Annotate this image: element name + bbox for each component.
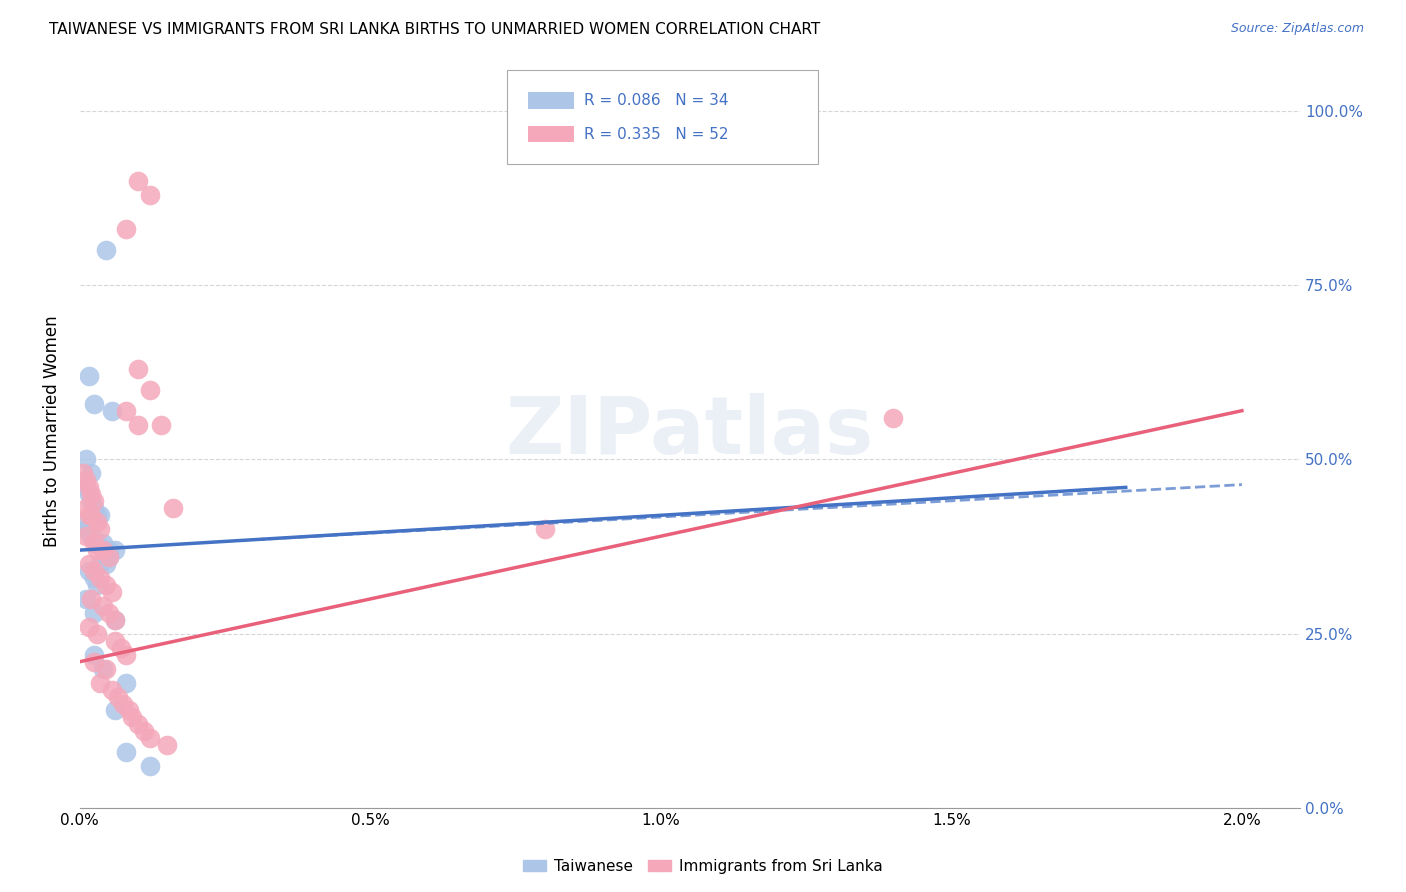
Point <box>91 662 114 676</box>
Point <box>75 529 97 543</box>
Point <box>882 410 904 425</box>
Point <box>104 613 127 627</box>
Point <box>127 717 149 731</box>
Point <box>83 536 105 550</box>
Point <box>89 557 111 571</box>
Point <box>94 557 117 571</box>
Point <box>80 591 103 606</box>
Point <box>107 690 129 704</box>
Text: ZIPatlas: ZIPatlas <box>506 392 875 471</box>
Point <box>86 508 108 523</box>
Point <box>86 543 108 558</box>
Point <box>110 640 132 655</box>
Point <box>75 591 97 606</box>
Point <box>83 564 105 578</box>
Point <box>104 703 127 717</box>
Point <box>89 508 111 523</box>
Point <box>80 494 103 508</box>
Point <box>77 368 100 383</box>
Point <box>156 739 179 753</box>
Point <box>77 508 100 523</box>
Point <box>97 606 120 620</box>
Text: Source: ZipAtlas.com: Source: ZipAtlas.com <box>1230 22 1364 36</box>
Text: TAIWANESE VS IMMIGRANTS FROM SRI LANKA BIRTHS TO UNMARRIED WOMEN CORRELATION CHA: TAIWANESE VS IMMIGRANTS FROM SRI LANKA B… <box>49 22 821 37</box>
Point <box>72 467 94 481</box>
Point <box>83 501 105 516</box>
Point <box>94 578 117 592</box>
Point <box>101 403 124 417</box>
Point <box>115 403 138 417</box>
Point <box>138 187 160 202</box>
Point <box>118 703 141 717</box>
Point <box>97 550 120 565</box>
Point <box>86 627 108 641</box>
Point <box>83 648 105 662</box>
Point <box>80 487 103 501</box>
Point <box>127 417 149 432</box>
Point <box>97 543 120 558</box>
Point <box>83 571 105 585</box>
Point <box>94 244 117 258</box>
Point <box>86 515 108 529</box>
Point <box>138 731 160 746</box>
Point <box>533 522 555 536</box>
Point <box>115 222 138 236</box>
Point <box>75 474 97 488</box>
Point <box>138 383 160 397</box>
Point <box>115 745 138 759</box>
Point <box>138 759 160 773</box>
Point <box>89 571 111 585</box>
Point <box>112 697 135 711</box>
Text: R = 0.086   N = 34: R = 0.086 N = 34 <box>583 93 728 108</box>
Point <box>115 648 138 662</box>
Legend: Taiwanese, Immigrants from Sri Lanka: Taiwanese, Immigrants from Sri Lanka <box>517 853 889 880</box>
Point <box>162 501 184 516</box>
Point <box>97 550 120 565</box>
FancyBboxPatch shape <box>508 70 818 164</box>
Point <box>80 508 103 523</box>
Point <box>89 522 111 536</box>
Point <box>83 606 105 620</box>
Point <box>101 682 124 697</box>
Point <box>83 655 105 669</box>
Point <box>132 724 155 739</box>
Point <box>91 536 114 550</box>
Point <box>91 599 114 613</box>
Point <box>101 585 124 599</box>
FancyBboxPatch shape <box>527 126 574 143</box>
Point <box>77 557 100 571</box>
Point <box>75 501 97 516</box>
Text: R = 0.335   N = 52: R = 0.335 N = 52 <box>583 127 728 142</box>
Point <box>80 467 103 481</box>
FancyBboxPatch shape <box>527 92 574 109</box>
Point <box>104 613 127 627</box>
Point <box>77 620 100 634</box>
Point <box>83 397 105 411</box>
Point <box>91 543 114 558</box>
Point <box>77 487 100 501</box>
Point <box>89 675 111 690</box>
Point <box>75 480 97 494</box>
Point <box>104 543 127 558</box>
Point <box>127 362 149 376</box>
Point <box>104 633 127 648</box>
Point <box>115 675 138 690</box>
Point <box>72 515 94 529</box>
Point <box>121 710 143 724</box>
Point <box>77 564 100 578</box>
Point <box>127 173 149 187</box>
Point <box>75 452 97 467</box>
Point <box>77 480 100 494</box>
Point <box>83 494 105 508</box>
Point <box>80 529 103 543</box>
Point <box>86 578 108 592</box>
Point <box>150 417 173 432</box>
Point <box>94 662 117 676</box>
Y-axis label: Births to Unmarried Women: Births to Unmarried Women <box>44 316 60 548</box>
Point <box>86 536 108 550</box>
Point <box>75 522 97 536</box>
